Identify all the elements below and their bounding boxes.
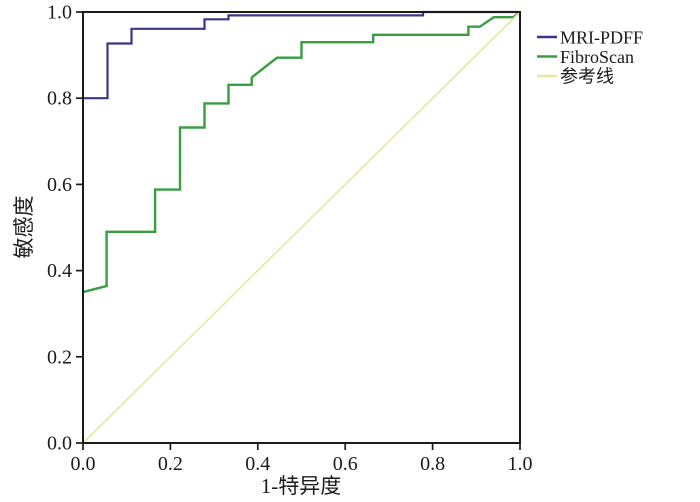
plot-frame (82, 11, 521, 444)
y-tick-label: 0.6 (47, 174, 72, 196)
y-tick-label: 1.0 (47, 2, 72, 24)
series-line-fibroscan (82, 11, 521, 294)
y-axis-title: 敏感度 (12, 196, 36, 259)
x-axis-title: 1-特异度 (261, 474, 342, 498)
legend-label: FibroScan (560, 47, 634, 67)
x-tick-label: 1.0 (508, 453, 533, 475)
x-tick-label: 0.8 (420, 453, 445, 475)
series-lines (82, 10, 521, 444)
x-axis-ticks: 0.0 0.2 0.4 0.6 0.8 1.0 (71, 443, 533, 475)
series-line-mri-pdff (83, 10, 520, 100)
y-tick-label: 0.0 (47, 433, 72, 455)
y-tick-label: 0.8 (47, 88, 72, 110)
y-axis-ticks: 0.0 0.2 0.4 0.6 0.8 1.0 (47, 2, 83, 455)
y-tick-label: 0.2 (47, 346, 72, 368)
series-line-- (82, 11, 521, 444)
x-tick-label: 0.4 (245, 453, 270, 475)
legend-label: MRI-PDFF (560, 28, 643, 48)
x-tick-label: 0.6 (333, 453, 358, 475)
x-tick-label: 0.2 (158, 453, 183, 475)
x-tick-label: 0.0 (71, 453, 96, 475)
legend-label: 参考线 (560, 67, 614, 87)
y-tick-label: 0.4 (47, 260, 72, 282)
